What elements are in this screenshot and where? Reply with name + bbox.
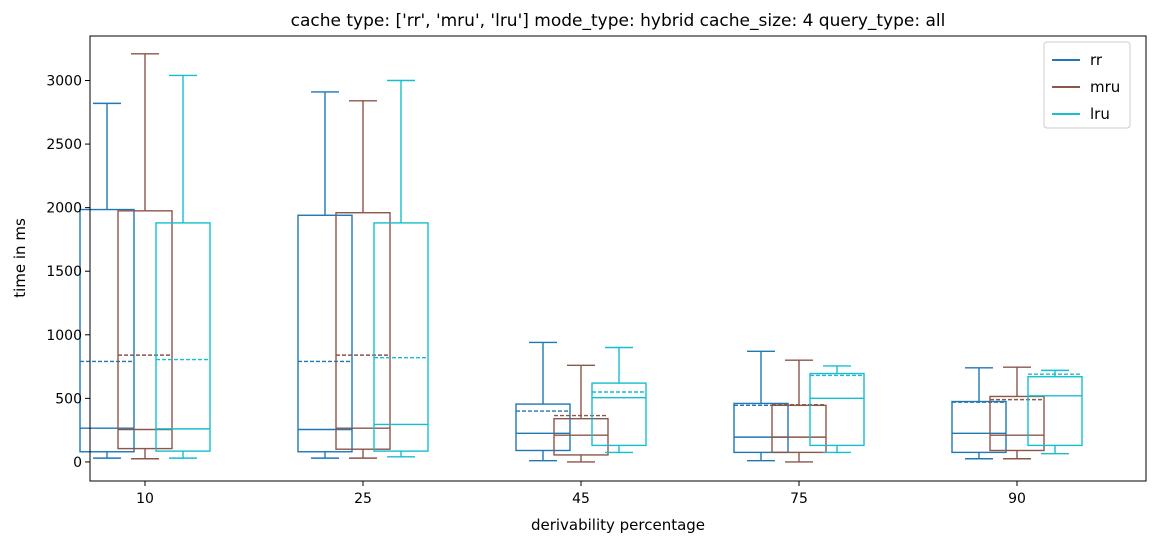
x-tick-label: 90	[1008, 491, 1026, 507]
legend-item-mru: mru	[1052, 78, 1120, 96]
box-rr-25	[297, 91, 353, 459]
box-body	[373, 222, 429, 452]
box-lru-45	[591, 346, 647, 454]
y-tick-label: 2500	[46, 137, 82, 153]
axes-layer: 0 500 1000 1500 2000 2500 3000 10 25 45 75 90	[46, 35, 1147, 507]
y-axis-label: time in ms	[11, 218, 29, 298]
legend: rr mru lru	[1043, 41, 1131, 129]
y-tick-label: 3000	[46, 74, 82, 90]
box-body	[553, 418, 609, 456]
x-tick-label: 45	[572, 491, 590, 507]
box-body	[335, 212, 391, 450]
box-mru-10	[117, 53, 173, 460]
box-body	[733, 402, 789, 454]
legend-item-lru: lru	[1052, 105, 1110, 123]
y-tick-label: 500	[55, 391, 82, 407]
box-rr-90	[951, 367, 1007, 460]
box-mru-75	[771, 359, 827, 463]
box-lru-25	[373, 79, 429, 458]
plot-frame	[89, 35, 1147, 482]
box-mru-25	[335, 100, 391, 459]
chart-title: cache type: ['rr', 'mru', 'lru'] mode_ty…	[291, 11, 946, 31]
box-body	[155, 222, 211, 452]
box-body	[297, 214, 353, 453]
legend-box	[1043, 41, 1131, 129]
box-lru-90	[1027, 369, 1083, 455]
y-tick-label: 0	[73, 455, 82, 471]
y-tick-label: 1500	[46, 264, 82, 280]
box-body	[951, 400, 1007, 454]
x-axis-label: derivability percentage	[531, 516, 705, 534]
box-body	[989, 395, 1045, 452]
box-lru-75	[809, 365, 865, 454]
legend-label: mru	[1090, 78, 1120, 96]
x-tick-label: 10	[136, 491, 154, 507]
x-tick-label: 25	[354, 491, 372, 507]
box-body	[591, 382, 647, 447]
box-mru-45	[553, 364, 609, 463]
box-lru-10	[155, 74, 211, 459]
box-body	[117, 210, 173, 450]
box-body	[515, 403, 571, 452]
box-body	[79, 208, 135, 453]
legend-label: rr	[1090, 51, 1103, 69]
boxes-layer	[79, 53, 1083, 463]
legend-item-rr: rr	[1052, 51, 1103, 69]
y-tick-label: 1000	[46, 328, 82, 344]
x-tick-label: 75	[790, 491, 808, 507]
box-body	[1027, 376, 1083, 447]
box-rr-10	[79, 102, 135, 459]
box-body	[809, 372, 865, 447]
y-tick-label: 2000	[46, 201, 82, 217]
legend-label: lru	[1090, 105, 1110, 123]
box-mru-90	[989, 366, 1045, 460]
box-rr-45	[515, 341, 571, 462]
